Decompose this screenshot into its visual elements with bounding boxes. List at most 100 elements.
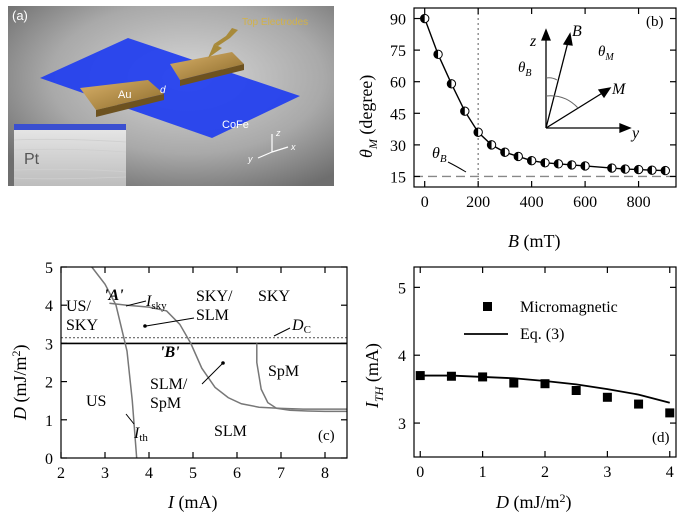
panel-c-ylabel: D (mJ/m2): [9, 344, 31, 421]
panel-d-point: [634, 399, 644, 409]
panel-b-thetaB-pointer: [447, 161, 467, 173]
panel-a-label: (a): [12, 8, 28, 23]
x-tick-label: 0: [421, 194, 429, 211]
panel-d-xlabel: D (mJ/m2): [495, 491, 572, 513]
inset-M: M: [611, 81, 627, 98]
panel-b-point: [567, 160, 577, 170]
panel-b-point: [419, 13, 430, 24]
panel-d: 0 1 2 3 4 3 4 5 D (mJ/m2) ITH (mA) (d) Micromag…: [362, 266, 677, 513]
panel-b-point: [540, 158, 550, 168]
panel-b-thetaB-label: θB: [432, 145, 447, 165]
panel-b-ticks: 0 200 400 600 800 15 30 45 60 75 90: [390, 8, 676, 211]
y-tick-label: 15: [390, 169, 406, 186]
x-tick-label: 5: [189, 465, 197, 482]
c-label-us-sky-1: US/: [66, 298, 91, 315]
legend-line-label: Eq. (3): [520, 326, 564, 343]
pt-label: Pt: [24, 151, 40, 168]
c-slm-spm-dot: [221, 361, 225, 365]
y-tick-label: 60: [390, 75, 406, 92]
panel-b-frame: [413, 7, 677, 188]
panel-b-point: [647, 165, 657, 175]
panel-b-point: [513, 151, 523, 162]
y-tick-label: 4: [45, 298, 53, 315]
c-label-slm-spm-2: SpM: [150, 395, 181, 412]
panel-b-point: [526, 155, 537, 166]
panel-b-xlabel: B (mT): [508, 231, 560, 252]
gap-label: d: [160, 85, 166, 96]
c-label-us: US: [86, 393, 106, 410]
panel-d-label: (d): [652, 430, 670, 446]
c-label-spm: SpM: [268, 363, 299, 380]
panel-b-point: [580, 161, 590, 171]
y-tick-label: 45: [390, 106, 406, 123]
panel-c-label: (c): [318, 428, 335, 444]
panel-a: (a) Top Electrodes Au d CoFe Pt z x y: [8, 6, 334, 186]
panel-b-inset: [541, 28, 632, 133]
x-tick-label: 6: [233, 465, 241, 482]
c-ith-pointer: [125, 413, 135, 425]
inset-thetaM: θM: [598, 44, 614, 63]
inset-z: z: [529, 33, 537, 50]
panel-a-axes: [257, 134, 289, 159]
top-electrodes-arrow: [214, 28, 238, 46]
panel-c: 2 3 4 5 6 7 8 0 1 2 3 4 5 I (mA) D (mJ/m2) (c) US/ S…: [9, 260, 348, 513]
panel-b-point: [660, 165, 671, 176]
c-label-sky-slm-1: SKY/: [196, 288, 233, 305]
c-label-slm: SLM: [214, 423, 247, 440]
c-dc-pointer: [273, 327, 291, 337]
panel-b-label: (b): [646, 14, 664, 30]
c-sky-slm-dot: [143, 324, 147, 328]
cofe-label: CoFe: [222, 119, 249, 131]
inset-B: B: [572, 23, 582, 40]
y-tick-label: 1: [45, 413, 53, 430]
x-tick-label: 600: [573, 194, 597, 211]
panel-b-point: [500, 147, 510, 157]
panel-b-point: [460, 106, 470, 116]
legend-marker-square: [483, 302, 492, 311]
panel-b-points: [419, 13, 671, 176]
c-label-ith: Ith: [133, 425, 148, 444]
c-label-isky: Isky: [145, 293, 167, 312]
panel-b-point: [473, 127, 483, 137]
panel-d-point: [446, 371, 456, 381]
au-electrodes: [80, 28, 244, 117]
panel-d-point: [571, 386, 581, 395]
x-tick-label: 2: [57, 465, 65, 482]
inset-thetaB: θB: [518, 60, 531, 79]
panel-d-point: [540, 379, 550, 389]
y-tick-label: 90: [390, 12, 406, 29]
c-label-dc: DC: [291, 317, 311, 336]
x-tick-label: 400: [520, 194, 544, 211]
panel-c-frame: [60, 266, 348, 459]
c-label-sky: SKY: [258, 288, 290, 305]
x-tick-label: 800: [627, 194, 651, 211]
panel-a-axis-x: x: [290, 142, 296, 152]
c-label-A: 'A': [104, 287, 124, 304]
y-tick-label: 2: [45, 375, 53, 392]
panel-b-curve: [424, 18, 666, 172]
panel-b-point: [446, 79, 457, 89]
panel-b-point: [633, 164, 644, 175]
panel-b-point: [486, 140, 497, 150]
panel-a-axis-z: z: [275, 128, 281, 138]
panel-d-point: [415, 371, 425, 381]
x-tick-label: 4: [666, 464, 674, 481]
x-tick-label: 0: [416, 464, 424, 481]
panel-d-ticks: 0 1 2 3 4 3 4 5: [398, 267, 676, 481]
panel-d-point: [478, 372, 488, 382]
y-tick-label: 5: [398, 280, 406, 297]
legend-marker-label: Micromagnetic: [520, 299, 618, 316]
panel-b-ylabel: θM (degree): [356, 75, 380, 158]
panel-d-point: [602, 392, 612, 402]
x-tick-label: 8: [321, 465, 329, 482]
panel-b-point: [553, 159, 564, 169]
inset-y: y: [630, 125, 640, 142]
panel-b-point: [620, 164, 630, 174]
c-label-B: 'B': [160, 344, 180, 361]
x-tick-label: 3: [603, 464, 611, 481]
panel-b: 0 200 400 600 800 15 30 45 60 75 90 B (mT) θM (deg…: [356, 7, 677, 252]
c-label-slm-spm-1: SLM/: [150, 376, 188, 393]
au-label: Au: [118, 89, 131, 101]
x-tick-label: 3: [101, 465, 109, 482]
